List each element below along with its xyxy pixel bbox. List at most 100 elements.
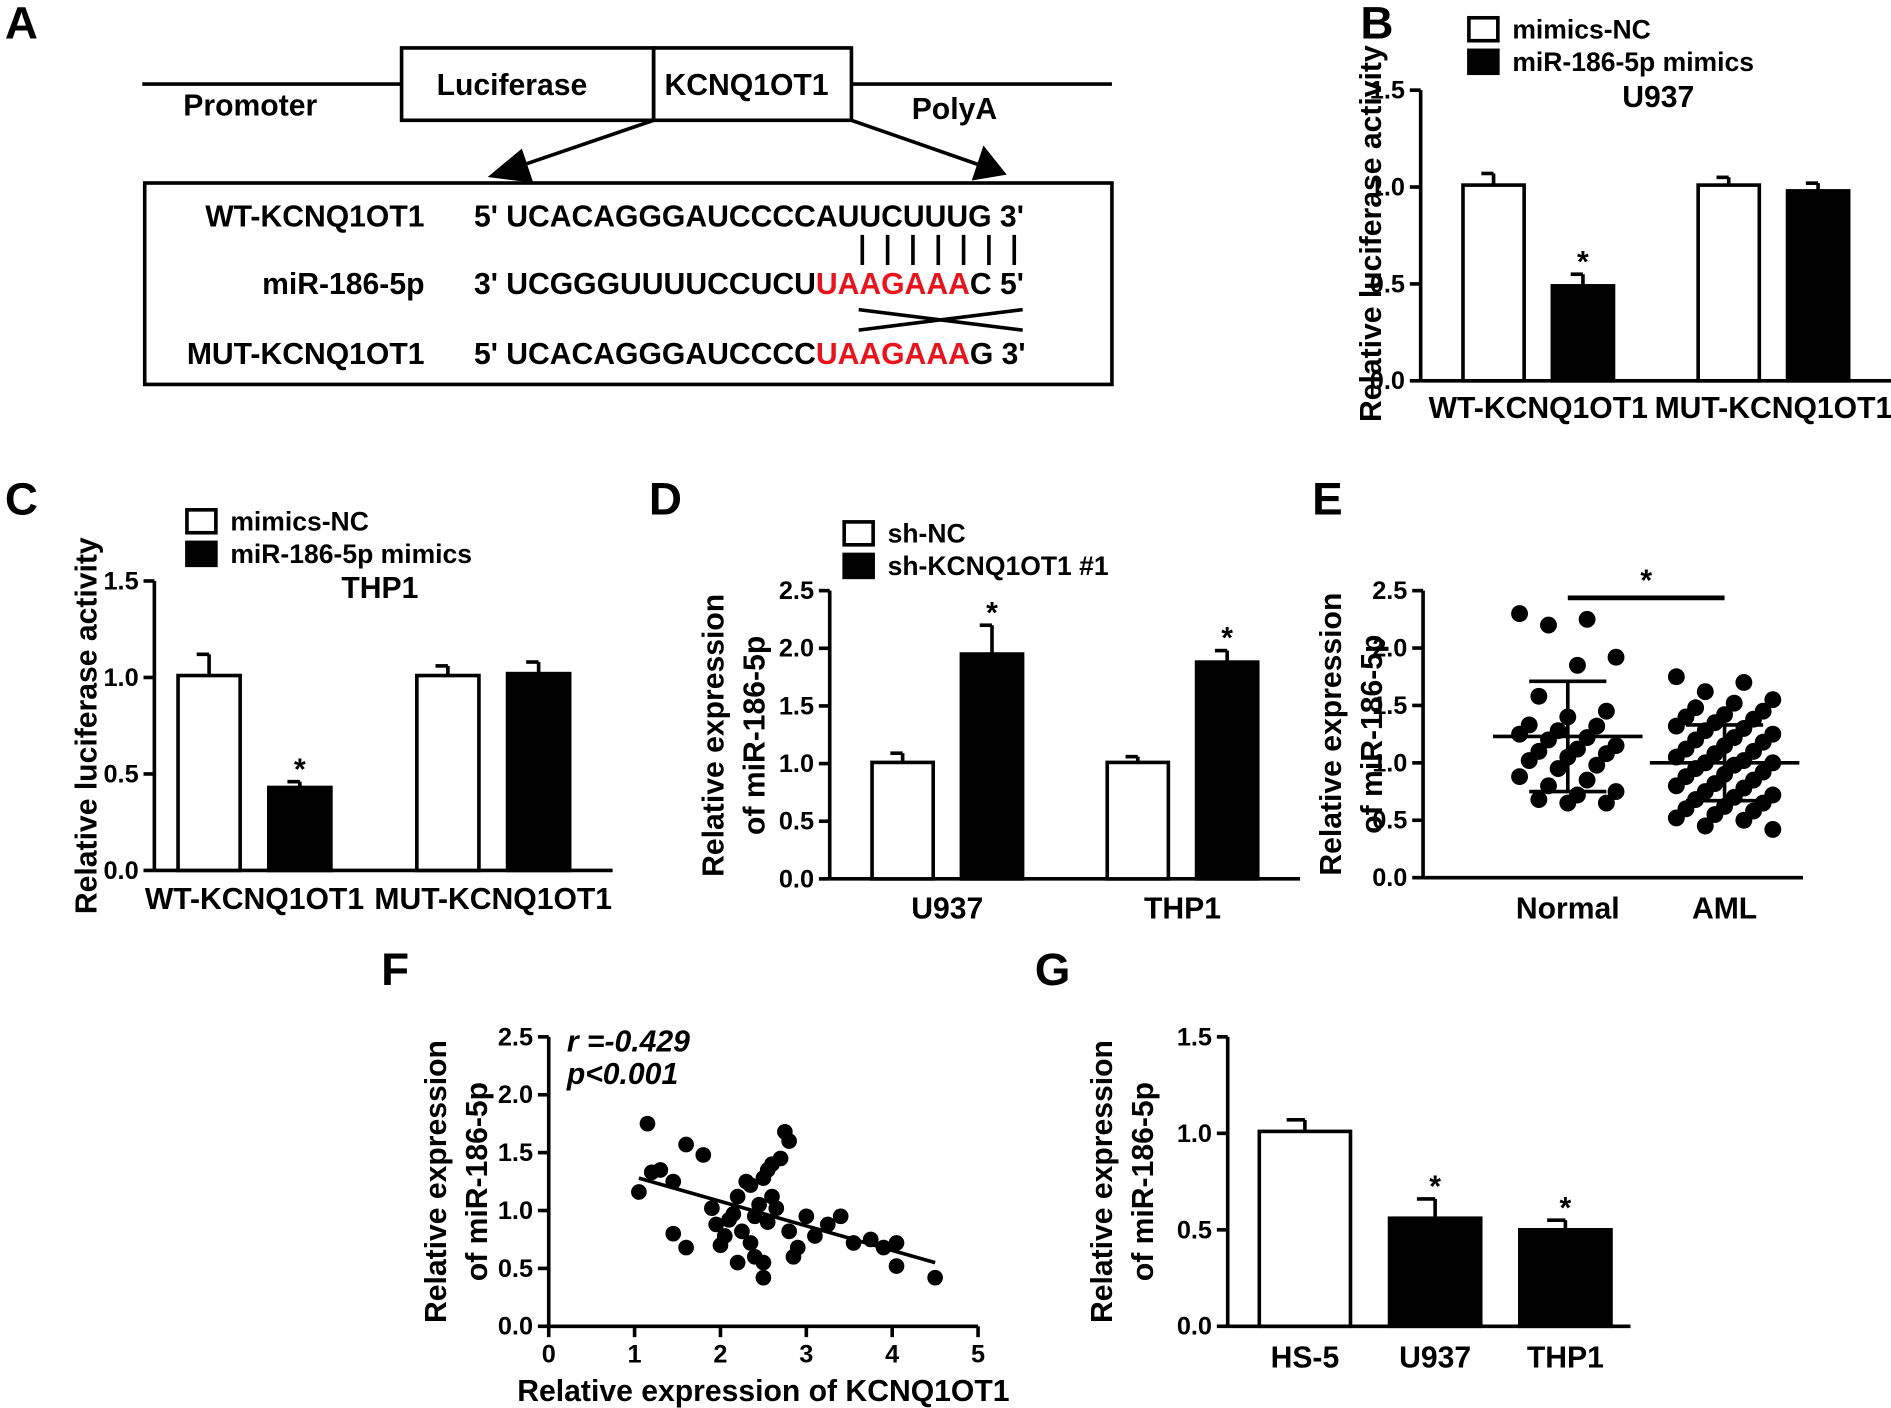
y-tick-label: 2.5 — [1372, 577, 1407, 605]
pairing-bars — [860, 234, 1017, 266]
x-tick-label: HS-5 — [1271, 1341, 1340, 1374]
point — [631, 1184, 647, 1200]
point — [678, 1239, 694, 1256]
panel-label: A — [5, 0, 38, 48]
point — [1530, 791, 1548, 809]
sequence: 3' UCGGGUUUUCCUCUUAAGAAAC 5' — [474, 268, 1024, 301]
chart: D 0.0 0.5 1.0 1.5 2.0 2.5 Relative expression of… — [649, 474, 1301, 926]
panel-a — [142, 46, 1114, 387]
point — [798, 1208, 815, 1225]
point — [1578, 771, 1596, 789]
point — [742, 1177, 759, 1193]
point — [1764, 691, 1782, 709]
panel-label: C — [5, 474, 38, 525]
point — [1696, 817, 1714, 835]
y-axis-label: Relative expression — [698, 594, 731, 877]
y-tick-label: 1.5 — [103, 567, 138, 595]
y-tick-label: 1.5 — [1370, 77, 1405, 105]
polya-label: PolyA — [912, 93, 997, 126]
sequence-part: 5' UCACAGGGAUCCCC — [474, 338, 816, 371]
point — [1597, 702, 1615, 720]
point — [1568, 656, 1586, 674]
insert-label: KCNQ1OT1 — [665, 69, 829, 102]
point — [807, 1228, 823, 1244]
legend-swatch — [1467, 48, 1500, 76]
point — [789, 1239, 806, 1256]
bar — [1105, 760, 1171, 881]
point — [772, 1150, 789, 1167]
y-tick-label: 1.0 — [103, 664, 138, 692]
legend-label: sh-NC — [888, 518, 966, 548]
point — [665, 1225, 682, 1242]
y-axis-label: Relative luciferase activity — [1355, 45, 1388, 422]
legend-label: mimics-NC — [1512, 14, 1651, 44]
arrow — [850, 118, 984, 168]
bar — [1785, 189, 1851, 383]
y-axis-label: Relative expression — [420, 1040, 453, 1323]
luciferase-label: Luciferase — [437, 69, 588, 102]
bar — [176, 673, 242, 873]
bar — [505, 671, 572, 873]
panel-label: E — [1312, 474, 1343, 525]
point — [729, 1188, 746, 1205]
point — [1667, 809, 1685, 827]
row-name: WT-KCNQ1OT1 — [205, 200, 424, 233]
point — [1597, 794, 1615, 812]
x-tick-label: 5 — [971, 1340, 985, 1368]
y-tick-label: 0.0 — [498, 1313, 533, 1341]
point — [1511, 768, 1528, 786]
sequence-part: G 3' — [970, 338, 1026, 371]
significance-star: * — [294, 753, 306, 786]
point — [927, 1269, 943, 1286]
annotation: r =-0.429 — [567, 1025, 690, 1058]
point — [1696, 683, 1714, 701]
x-tick-label: 3 — [799, 1340, 813, 1368]
point — [1725, 694, 1743, 712]
sequence-part: 3' UCGGGUUUUCCUCU — [474, 268, 816, 301]
bar — [1517, 1228, 1613, 1329]
y-tick-label: 0.5 — [103, 760, 138, 788]
significance-star: * — [986, 597, 998, 630]
legend-swatch — [185, 540, 218, 568]
significance-star: * — [1560, 1192, 1572, 1225]
bar — [266, 785, 333, 873]
x-tick-label: MUT-KCNQ1OT1 — [374, 883, 612, 916]
y-tick-label: 1.5 — [1372, 692, 1407, 720]
chart: F 0.0 0.5 1.0 1.5 2.0 2.5 Relative expression of… — [381, 944, 1009, 1408]
y-tick-label: 1.0 — [1372, 749, 1407, 777]
y-tick-label: 0.0 — [1372, 864, 1407, 892]
arrow-head — [487, 148, 534, 183]
bar — [415, 673, 481, 873]
point — [708, 1216, 725, 1233]
bar — [1461, 183, 1526, 383]
point — [888, 1258, 905, 1274]
point — [725, 1206, 742, 1222]
chart: E 0.0 0.5 1.0 1.5 2.0 2.5 Relative expression of… — [1312, 474, 1803, 926]
point — [1764, 821, 1782, 838]
y-tick-label: 1.5 — [498, 1139, 533, 1167]
x-tick-label: U937 — [1399, 1341, 1471, 1374]
point — [1588, 717, 1606, 735]
x-tick-label: THP1 — [1527, 1341, 1604, 1374]
x-tick-label: 4 — [885, 1340, 899, 1368]
insert-box — [651, 46, 854, 123]
sequence-part: UAAGAAA — [816, 268, 970, 301]
point — [768, 1200, 785, 1217]
legend-label: sh-KCNQ1OT1 #1 — [888, 551, 1109, 581]
point — [652, 1162, 669, 1178]
sequence: 5' UCACAGGGAUCCCCUAAGAAAG 3' — [474, 338, 1026, 371]
point — [781, 1223, 797, 1240]
y-axis-label: Relative luciferase activity — [70, 537, 103, 914]
point — [751, 1196, 767, 1213]
x-tick-label: 1 — [628, 1340, 642, 1368]
x-tick-label: WT-KCNQ1OT1 — [145, 883, 364, 916]
sequence-part: UAAGAAA — [816, 338, 970, 371]
y-tick-label: 0.5 — [779, 808, 814, 836]
bar — [1696, 183, 1762, 383]
y-axis-label: Relative expression — [1315, 593, 1348, 876]
y-tick-label: 2.0 — [779, 635, 814, 663]
sequence-box — [142, 181, 1114, 387]
point — [742, 1235, 759, 1251]
sequence-part: 5' UCACAGGGAUCCCCAUUCUUUG 3' — [474, 200, 1024, 233]
point — [759, 1214, 776, 1230]
